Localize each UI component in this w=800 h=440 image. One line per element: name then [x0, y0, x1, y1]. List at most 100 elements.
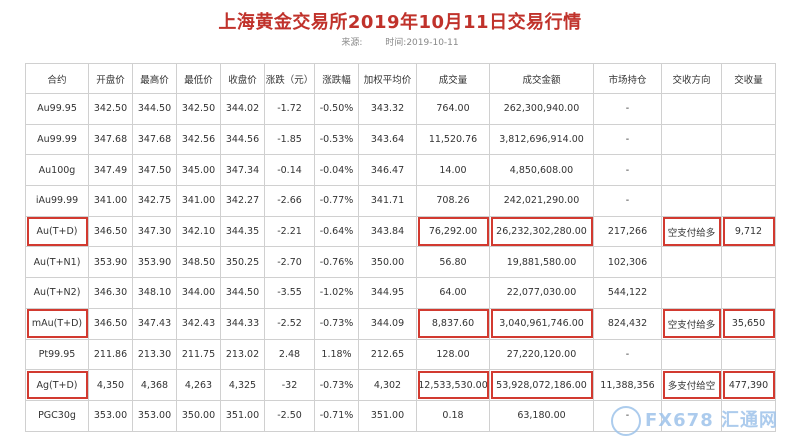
cell-change: -2.52	[264, 307, 315, 340]
cell-open-interest: 11,388,356	[593, 369, 662, 401]
cell-open-interest: -	[593, 338, 662, 371]
cell-low: 342.50	[176, 93, 221, 125]
cell-low: 211.75	[176, 338, 221, 371]
cell-high: 342.75	[132, 185, 177, 217]
cell-open: 4,350	[88, 369, 133, 401]
cell-open: 211.86	[88, 338, 133, 371]
col-header-open: 开盘价	[88, 63, 133, 94]
cell-delivery-direction	[661, 123, 722, 156]
cell-delivery-volume	[721, 399, 776, 432]
cell-change-pct: -0.64%	[314, 215, 359, 248]
cell-open-interest: -	[593, 185, 662, 217]
cell-turnover: 4,850,608.00	[489, 154, 594, 187]
cell-change-pct: -1.02%	[314, 277, 359, 309]
cell-change: -1.72	[264, 93, 315, 125]
table-body: Au99.95 342.50 344.50 342.50 344.02 -1.72 -0.5…	[25, 93, 776, 432]
cell-close: 344.56	[220, 123, 265, 156]
cell-weighted-avg: 212.65	[358, 338, 417, 371]
page-title: 上海黄金交易所2019年10月11日交易行情	[218, 12, 582, 33]
cell-change-pct: -0.73%	[314, 307, 359, 340]
cell-high: 213.30	[132, 338, 177, 371]
cell-turnover: 22,077,030.00	[489, 277, 594, 309]
cell-contract: Au(T+N1)	[25, 246, 89, 279]
cell-contract: Au(T+D)	[25, 215, 89, 248]
cell-delivery-direction	[661, 338, 722, 371]
watermark: FX678 汇通网	[610, 406, 778, 436]
cell-turnover: 27,220,120.00	[489, 338, 594, 371]
cell-open: 346.30	[88, 277, 133, 309]
cell-open: 346.50	[88, 307, 133, 340]
table-row: Au(T+N1) 353.90 353.90 348.50 350.25 -2.70 -0.…	[25, 246, 776, 279]
cell-change-pct: -0.73%	[314, 369, 359, 401]
col-header-low: 最低价	[176, 63, 221, 94]
cell-high: 347.68	[132, 123, 177, 156]
time-value: 2019-10-11	[406, 38, 459, 48]
cell-high: 353.00	[132, 399, 177, 432]
cell-open-interest: 102,306	[593, 246, 662, 279]
table-row: Ag(T+D) 4,350 4,368 4,263 4,325 -32 -0.73% 4,30…	[25, 369, 776, 401]
cell-low: 350.00	[176, 399, 221, 432]
cell-close: 344.02	[220, 93, 265, 125]
cell-weighted-avg: 341.71	[358, 185, 417, 217]
cell-open: 347.49	[88, 154, 133, 187]
watermark-text: FX678 汇通网	[644, 410, 778, 431]
cell-low: 341.00	[176, 185, 221, 217]
cell-weighted-avg: 343.32	[358, 93, 417, 125]
time-text: 时间:2019-10-11	[385, 38, 458, 48]
cell-low: 342.10	[176, 215, 221, 248]
meta-line: 来源: 时间:2019-10-11	[0, 35, 800, 48]
cell-delivery-volume	[721, 123, 776, 156]
table-row: Au99.99 347.68 347.68 342.56 344.56 -1.85 -0.5…	[25, 123, 776, 156]
cell-high: 347.43	[132, 307, 177, 340]
cell-delivery-volume: 477,390	[721, 369, 776, 401]
col-header-high: 最高价	[132, 63, 177, 94]
cell-open-interest: 544,122	[593, 277, 662, 309]
cell-volume: 56.80	[416, 246, 490, 279]
cell-contract: PGC30g	[25, 399, 89, 432]
cell-weighted-avg: 344.09	[358, 307, 417, 340]
cell-low: 348.50	[176, 246, 221, 279]
cell-change: -1.85	[264, 123, 315, 156]
cell-contract: Au99.95	[25, 93, 89, 125]
cell-delivery-direction	[661, 399, 722, 432]
cell-close: 350.25	[220, 246, 265, 279]
cell-volume: 708.26	[416, 185, 490, 217]
time-label: 时间:	[385, 38, 407, 48]
cell-turnover: 262,300,940.00	[489, 93, 594, 125]
cell-weighted-avg: 343.84	[358, 215, 417, 248]
quotes-table: 合约 开盘价 最高价 最低价 收盘价 涨跌（元） 涨跌幅 加权平均价 成交量 成交金额 市场持仓 交收…	[25, 63, 776, 432]
cell-contract: mAu(T+D)	[25, 307, 89, 340]
cell-close: 4,325	[220, 369, 265, 401]
cell-delivery-direction	[661, 277, 722, 309]
cell-close: 344.35	[220, 215, 265, 248]
cell-volume: 128.00	[416, 338, 490, 371]
cell-weighted-avg: 4,302	[358, 369, 417, 401]
cell-close: 344.50	[220, 277, 265, 309]
cell-change: -2.70	[264, 246, 315, 279]
cell-volume: 12,533,530.00	[416, 369, 490, 401]
cell-contract: Ag(T+D)	[25, 369, 89, 401]
cell-change: -2.50	[264, 399, 315, 432]
cell-open: 353.90	[88, 246, 133, 279]
cell-low: 4,263	[176, 369, 221, 401]
cell-volume: 76,292.00	[416, 215, 490, 248]
col-header-delivery-volume: 交收量	[721, 63, 776, 94]
col-header-change: 涨跌（元）	[264, 63, 315, 94]
header-row: 合约 开盘价 最高价 最低价 收盘价 涨跌（元） 涨跌幅 加权平均价 成交量 成交金额 市场持仓 交收…	[25, 63, 776, 94]
cell-delivery-volume	[721, 246, 776, 279]
cell-change: -2.66	[264, 185, 315, 217]
cell-open-interest: -	[593, 93, 662, 125]
cell-close: 342.27	[220, 185, 265, 217]
col-header-change-pct: 涨跌幅	[314, 63, 359, 94]
source-label: 来源:	[341, 38, 363, 48]
cell-delivery-direction: 空支付给多	[661, 215, 722, 248]
col-header-volume: 成交量	[416, 63, 490, 94]
cell-delivery-direction	[661, 93, 722, 125]
cell-delivery-volume	[721, 154, 776, 187]
col-header-close: 收盘价	[220, 63, 265, 94]
cell-low: 342.56	[176, 123, 221, 156]
cell-low: 345.00	[176, 154, 221, 187]
cell-close: 351.00	[220, 399, 265, 432]
cell-turnover: 3,040,961,746.00	[489, 307, 594, 340]
cell-change-pct: -0.04%	[314, 154, 359, 187]
